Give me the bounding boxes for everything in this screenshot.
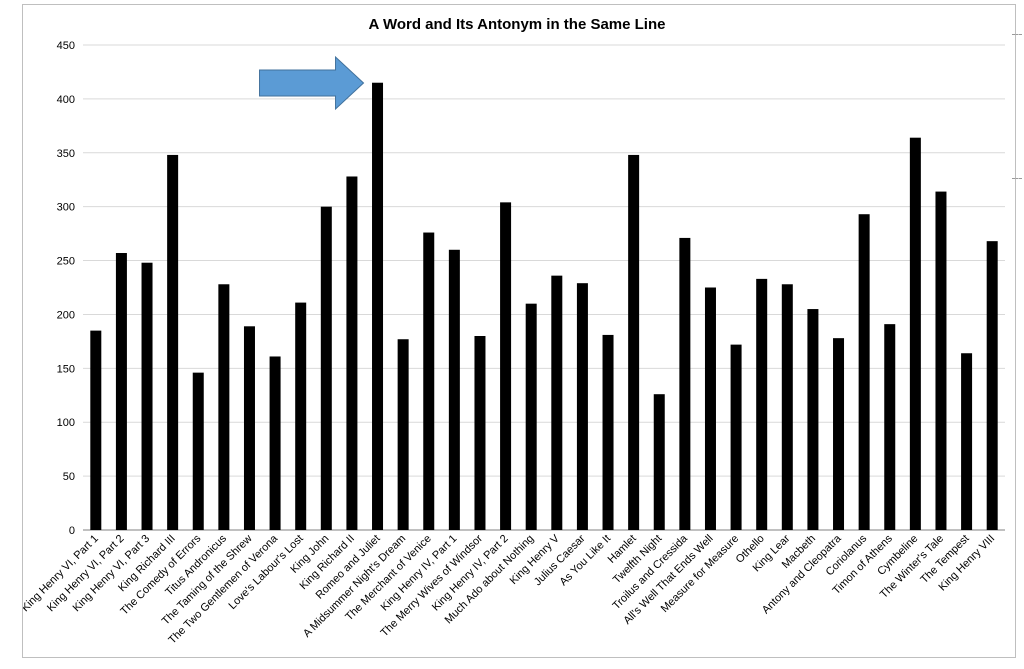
bar: [295, 302, 307, 530]
bar: [115, 253, 127, 530]
y-tick-label: 0: [69, 525, 75, 537]
chart-frame: A Word and Its Antonym in the Same Line …: [22, 4, 1016, 658]
bars: [90, 82, 998, 531]
bar: [884, 324, 896, 530]
chart-title: A Word and Its Antonym in the Same Line: [369, 16, 666, 33]
bar: [192, 372, 204, 530]
y-tick-label: 300: [57, 202, 75, 214]
y-tick-label: 250: [57, 256, 75, 268]
bar: [423, 232, 435, 531]
bar: [730, 344, 742, 530]
arrow-shape: [259, 55, 365, 111]
bar: [704, 287, 716, 530]
bar: [909, 137, 921, 530]
bar: [781, 284, 793, 530]
bar: [372, 82, 384, 530]
gridlines: [83, 44, 1005, 531]
highlight-arrow: [259, 55, 365, 111]
bar: [807, 309, 819, 530]
bar: [346, 176, 358, 530]
bar: [525, 303, 537, 530]
y-tick-label: 450: [57, 40, 75, 52]
bar: [474, 336, 486, 530]
y-axis-ticks: 0 50 100 150 200 250 300 350 400 450: [57, 40, 75, 537]
bar-chart: A Word and Its Antonym in the Same Line …: [23, 16, 1005, 646]
bar: [576, 283, 588, 530]
bar: [90, 330, 102, 530]
bar: [653, 394, 665, 530]
bar: [218, 284, 230, 530]
bar: [141, 262, 153, 530]
bar: [397, 339, 409, 530]
y-tick-label: 350: [57, 148, 75, 160]
y-tick-label: 50: [63, 471, 75, 483]
y-tick-label: 150: [57, 363, 75, 375]
bar: [628, 154, 640, 530]
bar: [167, 154, 179, 530]
bar: [858, 214, 870, 530]
bar: [500, 202, 512, 530]
dashed-marker-1: [1012, 34, 1022, 35]
dashed-marker-2: [1012, 178, 1022, 179]
bar: [269, 356, 281, 530]
bar: [986, 241, 998, 530]
bar: [961, 353, 973, 530]
bar: [320, 206, 332, 530]
y-tick-label: 400: [57, 94, 75, 106]
bar: [756, 278, 768, 530]
bar: [243, 326, 255, 530]
bar: [935, 191, 947, 531]
bar: [833, 338, 845, 530]
bar: [679, 237, 691, 530]
bar: [448, 249, 460, 530]
y-tick-label: 100: [57, 417, 75, 429]
bar: [551, 275, 563, 530]
bar: [602, 334, 614, 530]
y-tick-label: 200: [57, 309, 75, 321]
